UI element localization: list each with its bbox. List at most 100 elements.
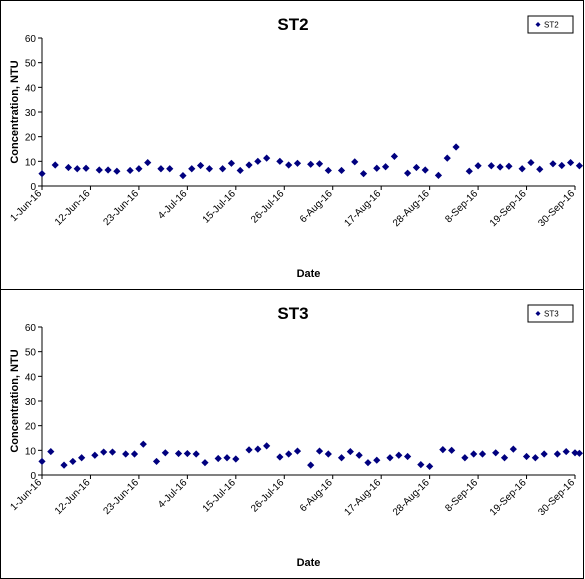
chart-panel-st3: ST3 0 10 20 30 40 50 60 1-Jun-16 12-Jun-16 23-Jun-…: [0, 289, 584, 579]
st3-data-point: [183, 449, 191, 458]
st2-data-point: [324, 166, 332, 175]
st3-data-point: [562, 447, 570, 456]
x-tick-label: 1-Jun-16: [8, 188, 44, 224]
st2-data-point: [82, 164, 90, 172]
st3-data-point: [337, 454, 346, 462]
st2-data-point: [549, 160, 557, 168]
x-tick-label: 1-Jun-16: [8, 477, 44, 513]
st3-data-point: [69, 457, 77, 466]
st2-data-point: [351, 158, 359, 166]
x-tick-label: 17-Aug-16: [343, 477, 384, 518]
st3-data-point: [575, 449, 584, 457]
st3-data-point: [245, 446, 253, 454]
st3-data-point: [38, 457, 46, 466]
st2-data-point: [126, 166, 134, 175]
st2-data-point: [113, 167, 121, 175]
st2-data-point: [381, 163, 390, 171]
st3-data-point: [315, 447, 324, 455]
st2-data-point: [166, 165, 174, 173]
st2-data-point: [219, 165, 227, 173]
st2-data-point: [205, 165, 213, 173]
x-tick-label: 4-Jul-16: [156, 477, 190, 511]
st3-chart: ST3 0 10 20 30 40 50 60 1-Jun-16 12-Jun-16 23-Jun-…: [8, 304, 584, 569]
x-tick-label: 28-Aug-16: [391, 477, 432, 518]
st3-data-point: [500, 454, 509, 462]
y-tick-label: 40: [25, 83, 37, 94]
legend-marker: [535, 22, 541, 27]
x-tick-label: 19-Sep-16: [488, 188, 529, 229]
st3-data-point: [426, 462, 434, 470]
x-tick-label: 8-Sep-16: [443, 477, 480, 514]
st2-data-point: [421, 166, 429, 174]
st2-data-point: [245, 161, 253, 169]
x-tick-label: 23-Jun-16: [101, 477, 141, 517]
x-tick-label: 30-Sep-16: [536, 477, 577, 518]
st2-data-point: [359, 170, 368, 178]
st3-data-point: [346, 447, 354, 456]
chart-panel-st2: ST2 0 10 20 30 40 50 60 1-Jun-16 12-Jun-16 23-Jun-…: [0, 0, 584, 290]
st2-data-point: [527, 158, 535, 167]
st3-data-point: [122, 450, 130, 458]
y-tick-label: 20: [25, 422, 37, 433]
y-tick-label: 60: [25, 323, 37, 334]
st2-data-point: [337, 166, 346, 175]
st2-data-point: [64, 163, 73, 172]
st3-data-point: [192, 450, 200, 458]
x-tick-label: 15-Jul-16: [201, 477, 239, 515]
y-tick-label: 10: [25, 157, 37, 168]
x-tick-label: 19-Sep-16: [488, 477, 529, 518]
st3-data-point: [470, 450, 478, 458]
st2-data-point: [276, 157, 284, 165]
st3-data-point: [130, 450, 139, 458]
st3-data-point: [571, 449, 579, 457]
st3-data-point: [522, 452, 531, 461]
x-tick-label: 12-Jun-16: [53, 188, 93, 228]
y-axis-title: Concentration, NTU: [9, 60, 21, 163]
st3-data-point: [276, 453, 284, 461]
st3-data-point: [324, 450, 332, 458]
st3-data-point: [461, 454, 469, 462]
st3-data-point: [492, 449, 500, 457]
st3-data-point: [214, 454, 222, 463]
st3-data-point: [293, 447, 302, 455]
st3-data-point: [448, 446, 456, 454]
st2-data-point: [496, 163, 504, 171]
y-tick-label: 30: [25, 108, 37, 119]
st2-data-point: [443, 154, 451, 162]
st2-data-point: [315, 160, 324, 168]
x-tick-label: 6-Aug-16: [298, 477, 335, 514]
st2-data-point: [566, 158, 575, 167]
st3-data-point: [232, 455, 240, 463]
st3-data-point: [417, 461, 425, 469]
y-tick-label: 40: [25, 372, 37, 383]
st3-data-point: [254, 445, 262, 453]
st3-data-point: [60, 461, 68, 469]
st2-data-point: [51, 161, 59, 169]
st3-data-point: [201, 459, 209, 467]
y-tick-label: 30: [25, 397, 37, 408]
st2-data-point: [536, 165, 544, 173]
st3-data-point: [139, 440, 147, 448]
st3-data-point: [509, 445, 517, 453]
st3-data-point: [540, 450, 548, 458]
st2-data-point: [404, 169, 412, 177]
chart-title: ST3: [277, 304, 308, 323]
st3-data-point: [373, 456, 381, 464]
st2-data-point: [236, 166, 244, 175]
st2-data-point: [307, 160, 315, 168]
st3-data-point: [100, 448, 108, 456]
st3-data-point: [307, 461, 315, 469]
st3-data-point: [364, 459, 372, 467]
x-axis-title: Date: [297, 268, 321, 280]
st3-data-point: [174, 449, 183, 458]
x-tick-label: 23-Jun-16: [101, 188, 141, 228]
st2-data-point: [263, 154, 271, 162]
x-tick-label: 28-Aug-16: [391, 188, 432, 229]
legend-marker: [535, 311, 541, 316]
st2-data-point: [558, 161, 566, 170]
st3-data-point: [91, 451, 99, 459]
st3-data-point: [223, 454, 231, 462]
y-tick-label: 20: [25, 133, 37, 144]
x-tick-label: 8-Sep-16: [443, 188, 480, 225]
y-tick-label: 60: [25, 34, 37, 45]
